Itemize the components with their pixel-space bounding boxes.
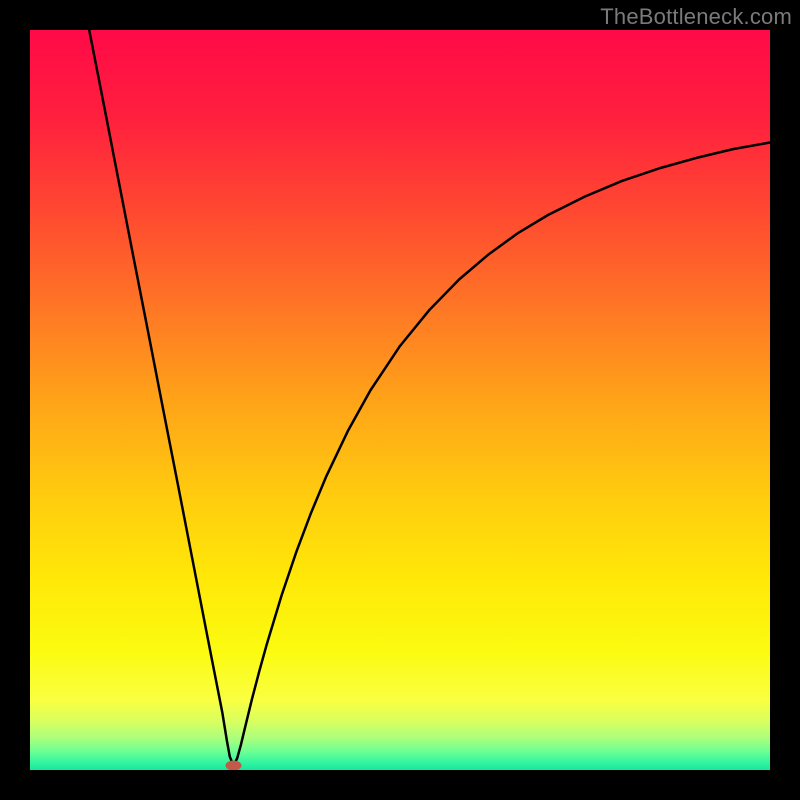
watermark-text: TheBottleneck.com: [600, 4, 792, 30]
bottleneck-curve-chart: [30, 30, 770, 770]
chart-frame: TheBottleneck.com: [0, 0, 800, 800]
plot-area: [30, 30, 770, 770]
heat-gradient-background: [30, 30, 770, 770]
